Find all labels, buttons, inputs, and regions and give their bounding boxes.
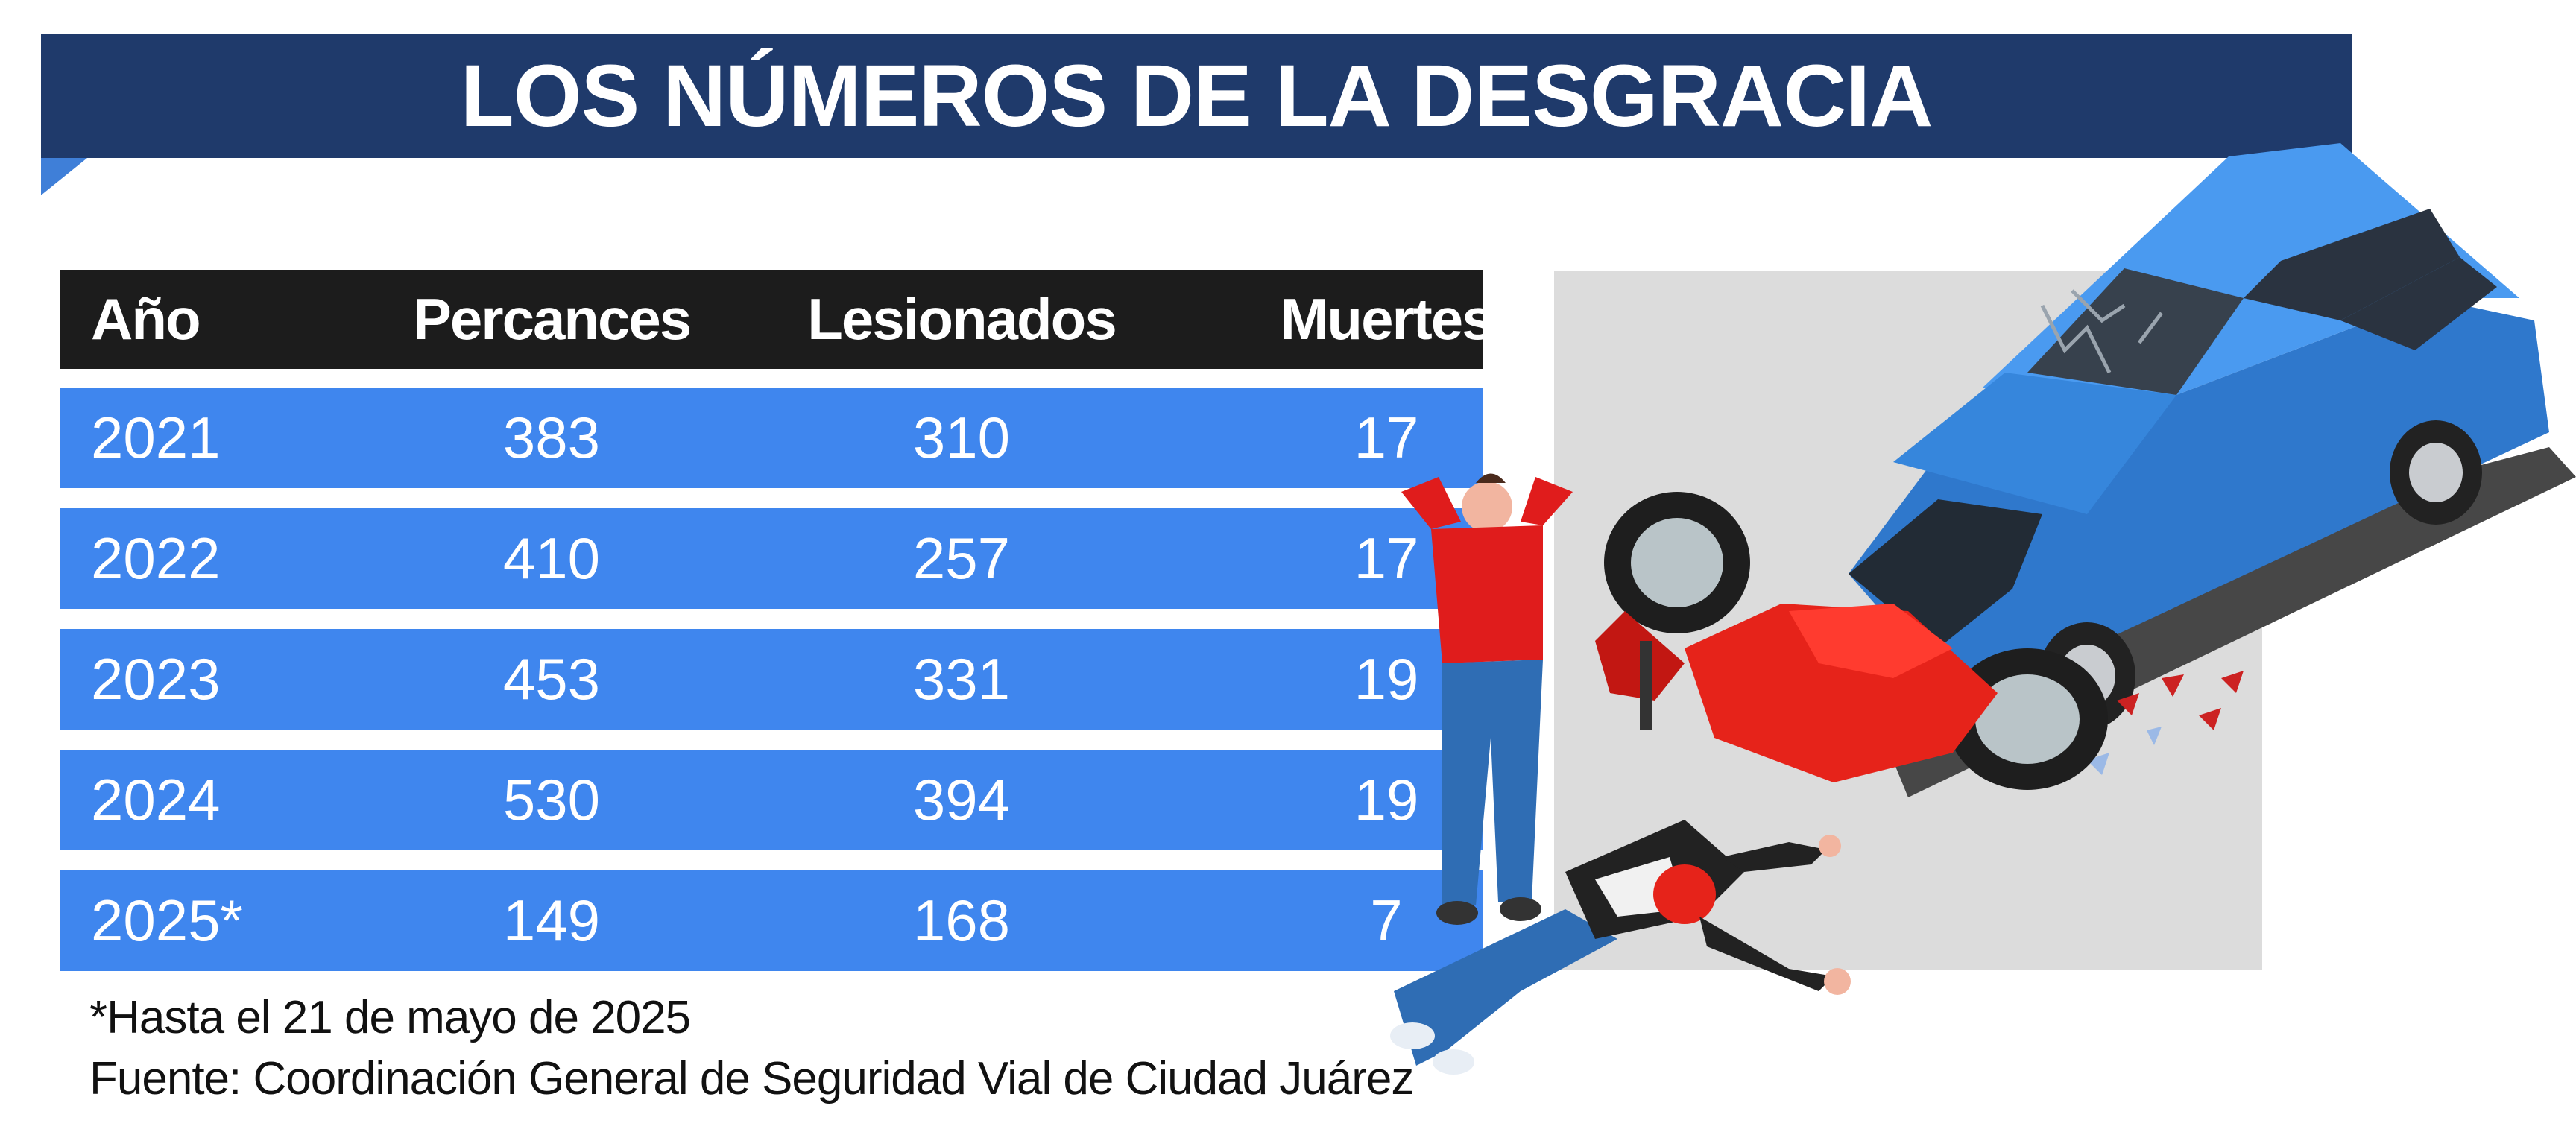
- table-row: 2021 383 310 17: [60, 388, 1483, 488]
- incidents-cell: 149: [502, 888, 601, 953]
- car-icon: [1849, 143, 2549, 730]
- year-cell: 2022: [91, 525, 221, 591]
- year-cell: 2021: [91, 405, 221, 470]
- deaths-cell: 7: [1370, 888, 1403, 953]
- footnote: *Hasta el 21 de mayo de 2025: [89, 992, 691, 1043]
- injured-cell: 257: [912, 525, 1011, 591]
- deaths-cell: 17: [1354, 405, 1419, 470]
- injured-cell: 394: [912, 767, 1011, 832]
- deaths-cell: 17: [1354, 525, 1419, 591]
- fallen-rider-icon: [1390, 820, 1851, 1075]
- header-deaths: Muertes: [1280, 286, 1494, 352]
- page-title: LOS NÚMEROS DE LA DESGRACIA: [460, 46, 1933, 145]
- incidents-cell: 453: [502, 646, 601, 712]
- incidents-cell: 410: [502, 525, 601, 591]
- incidents-cell: 530: [502, 767, 601, 832]
- standing-person-icon: [1401, 473, 1573, 925]
- year-cell: 2024: [91, 767, 221, 832]
- table-header-row: Año Percances Lesionados Muertes: [60, 270, 1494, 369]
- table-row: 2024 530 394 19: [60, 750, 1483, 850]
- notes-block: *Hasta el 21 de mayo de 2025 Fuente: Coo…: [89, 987, 1414, 1110]
- injured-cell: 168: [912, 888, 1011, 953]
- header-year: Año: [91, 286, 201, 352]
- motorcycle-icon: [1595, 492, 2108, 790]
- year-cell: 2023: [91, 646, 221, 712]
- year-cell: 2025*: [91, 888, 243, 953]
- statistics-table: Año Percances Lesionados Muertes 2021 38…: [60, 270, 1494, 991]
- injured-cell: 310: [912, 405, 1011, 470]
- deaths-cell: 19: [1354, 646, 1419, 712]
- table-row: 2025* 149 168 7: [60, 870, 1483, 971]
- title-banner: LOS NÚMEROS DE LA DESGRACIA: [41, 34, 2352, 158]
- header-incidents: Percances: [412, 286, 692, 352]
- deaths-cell: 19: [1354, 767, 1419, 832]
- banner-fold: [41, 158, 87, 195]
- accident-illustration: [1390, 143, 2576, 1075]
- injured-cell: 331: [912, 646, 1011, 712]
- incidents-cell: 383: [502, 405, 601, 470]
- table-row: 2023 453 331 19: [60, 629, 1483, 730]
- header-injured: Lesionados: [807, 286, 1117, 352]
- source-credit: Fuente: Coordinación General de Segurida…: [89, 1053, 1414, 1104]
- table-row: 2022 410 257 17: [60, 508, 1483, 609]
